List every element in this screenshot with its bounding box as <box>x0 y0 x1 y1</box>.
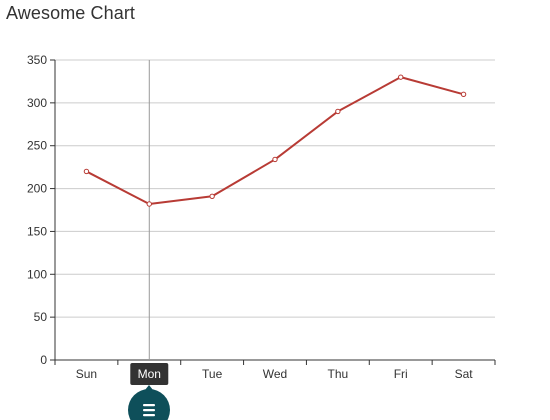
grid-lines <box>55 59 495 318</box>
x-tick-label: Sun <box>76 367 97 381</box>
data-point-mon[interactable] <box>146 201 152 207</box>
series-layer <box>83 74 467 207</box>
hamburger-bar <box>143 404 155 407</box>
axis-pointer-label: Mon <box>138 367 161 381</box>
chart-title: Awesome Chart <box>6 3 136 23</box>
axis-tooltip: Mon <box>130 363 169 385</box>
menu-button-pointer <box>145 385 153 390</box>
y-tick-label: 150 <box>27 224 47 238</box>
x-tick-label: Sat <box>455 367 474 381</box>
x-tick-label: Wed <box>263 367 287 381</box>
data-point-sat[interactable] <box>460 91 467 97</box>
x-tick-label: Tue <box>202 367 223 381</box>
y-tick-label: 300 <box>27 96 47 110</box>
data-point-wed[interactable] <box>272 156 278 163</box>
y-tick-label: 250 <box>27 139 47 153</box>
hamburger-bar <box>143 414 155 417</box>
y-tick-label: 200 <box>27 182 47 196</box>
hamburger-bar <box>143 409 155 412</box>
y-tick-label: 50 <box>34 310 48 324</box>
axis-pointer-label-bg <box>130 363 169 385</box>
data-point-fri[interactable] <box>398 74 404 80</box>
y-tick-label: 100 <box>27 267 47 281</box>
hamburger-menu-icon[interactable] <box>143 404 155 417</box>
series-line <box>85 76 464 205</box>
y-tick-label: 0 <box>40 353 47 367</box>
x-tick-label: Thu <box>328 367 349 381</box>
data-point-tue[interactable] <box>209 193 215 199</box>
data-point-sun[interactable] <box>83 168 90 175</box>
axes: 0 50 100 150 200 250 300 350 Sun Tue Wed Thu Fri Sat <box>27 53 496 381</box>
menu-button[interactable] <box>128 385 170 420</box>
data-point-thu[interactable] <box>335 108 341 115</box>
y-tick-label: 350 <box>27 53 47 67</box>
x-tick-label: Fri <box>394 367 408 381</box>
